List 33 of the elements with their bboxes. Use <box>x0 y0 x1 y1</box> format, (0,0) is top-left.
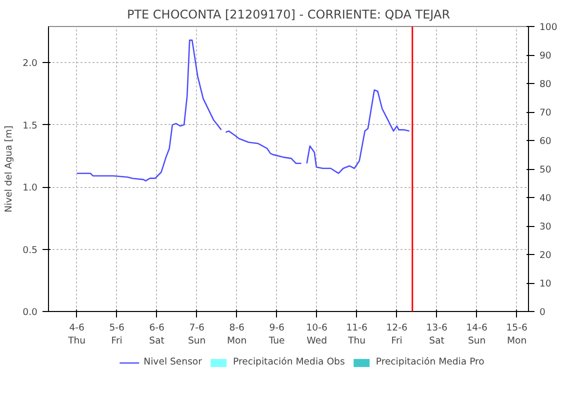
x-tick-label: 10-6 Wed <box>306 322 328 347</box>
y-axis-title: Nivel del Agua [m] <box>4 126 15 212</box>
legend-label: Nivel Sensor <box>144 356 202 368</box>
x-tick-label: 9-6 Tue <box>268 322 286 347</box>
y-tick-label: 1.5 <box>22 120 38 132</box>
x-tick-label: 6-6 Sat <box>149 322 165 347</box>
x-tick-label: 7-6 Sun <box>188 322 206 347</box>
y2-tick-label: 80 <box>540 79 552 90</box>
legend-label: Precipitación Media Pro <box>376 356 484 368</box>
x-tick-label: 11-6 Thu <box>346 322 368 347</box>
y2-tick-label: 0 <box>540 307 546 318</box>
x-tick-label: 5-6 Fri <box>109 322 125 347</box>
y2-tick-label: 70 <box>540 108 552 118</box>
x-tick-label: 13-6 Sat <box>426 322 448 347</box>
y2-tick-label: 60 <box>540 136 552 147</box>
y2-tick-label: 20 <box>540 250 552 261</box>
x-tick-label: 12-6 Fri <box>386 322 408 347</box>
legend-label: Precipitación Media Obs <box>232 356 345 368</box>
y2-tick-label: 100 <box>540 22 558 33</box>
y2-tick-label: 10 <box>540 278 552 290</box>
x-tick-label: 4-6 Thu <box>67 322 86 347</box>
y-tick-label: 0.0 <box>22 307 38 318</box>
x-tick-label: 8-6 Mon <box>227 322 247 347</box>
y-tick-label: 2.0 <box>22 58 38 70</box>
chart-title: PTE CHOCONTA [21209170] - CORRIENTE: QDA TEJAR <box>126 8 450 22</box>
y2-tick-label: 90 <box>540 50 552 62</box>
x-tick-label: 15-6 Mon <box>506 322 528 347</box>
y-tick-label: 1.0 <box>22 182 38 194</box>
y2-tick-label: 40 <box>540 193 552 204</box>
y-tick-label: 0.5 <box>22 244 38 256</box>
x-tick-label: 14-6 Sun <box>466 322 488 347</box>
y2-tick-label: 30 <box>540 222 552 232</box>
y2-tick-label: 50 <box>540 164 552 176</box>
